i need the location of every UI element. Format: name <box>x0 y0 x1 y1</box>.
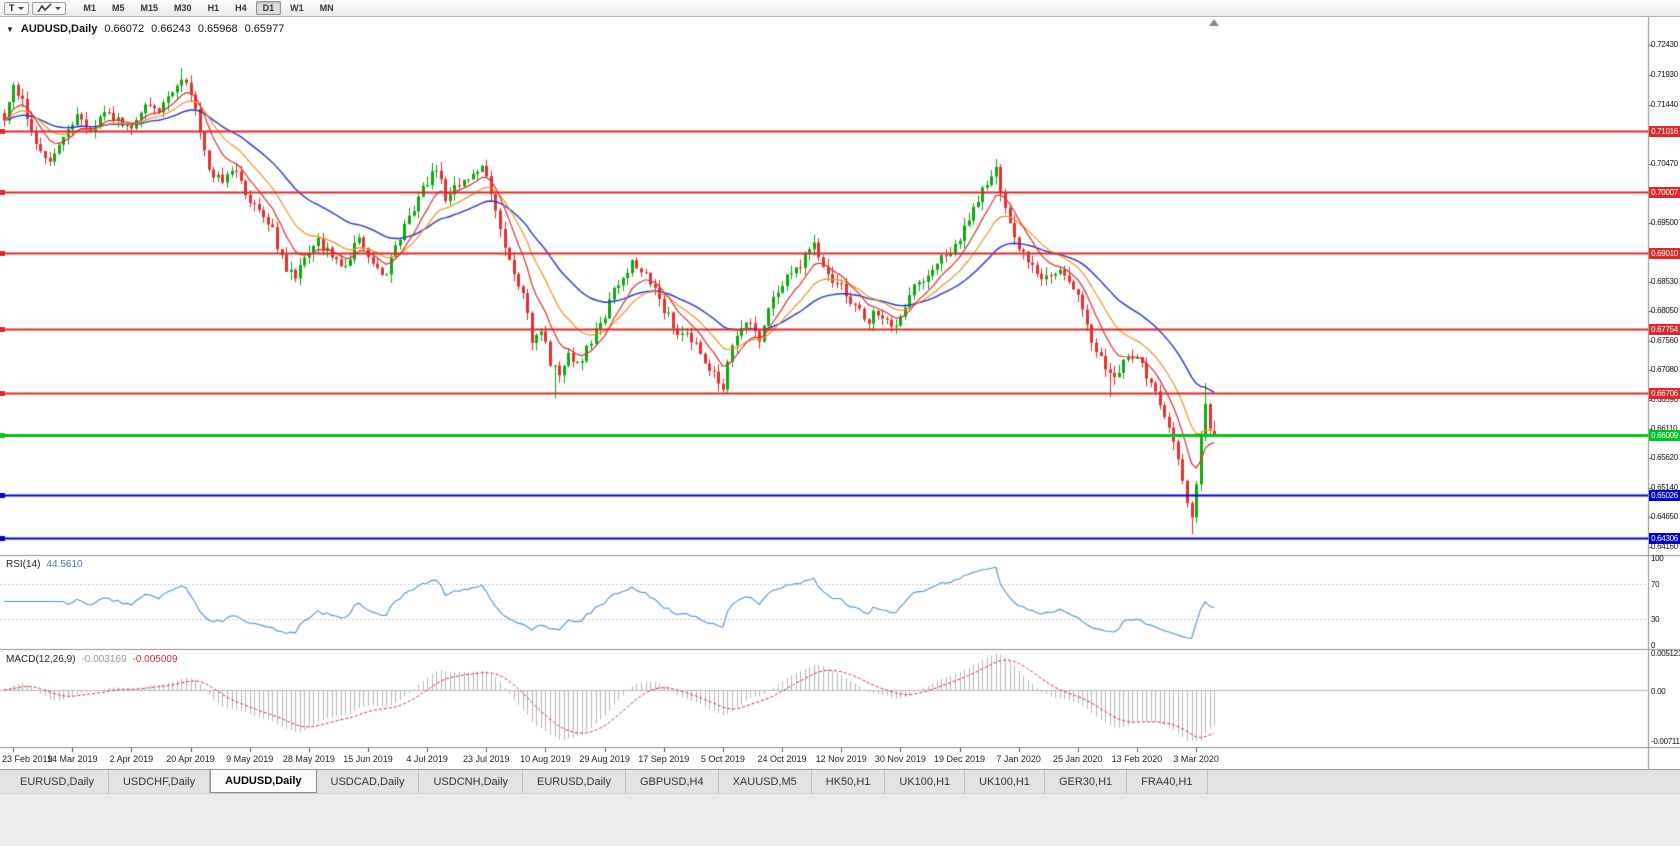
price-chart-canvas[interactable] <box>0 17 1680 769</box>
dropdown-arrow-icon <box>54 6 61 10</box>
status-bar <box>0 793 1680 846</box>
chart-tab-bar: EURUSD,Daily USDCHF,Daily AUDUSD,Daily USDC… <box>0 769 1680 793</box>
chart-tab-uk100-h1[interactable]: UK100,H1 <box>885 770 966 793</box>
timeframe-button-d1[interactable]: D1 <box>255 1 282 15</box>
chart-area: AUDUSD,Daily 0.66072 0.66243 0.65968 0.6… <box>0 17 1680 769</box>
chart-tab-usdcnh-daily[interactable]: USDCNH,Daily <box>419 770 524 793</box>
chart-tab-usdcad-daily[interactable]: USDCAD,Daily <box>317 770 420 793</box>
chart-tab-fra40-h1[interactable]: FRA40,H1 <box>1127 770 1208 793</box>
chart-tab-eurusd-daily[interactable]: EURUSD,Daily <box>6 770 109 793</box>
chart-type-button[interactable]: T <box>4 1 29 15</box>
chart-tab-gbpusd-h4[interactable]: GBPUSD,H4 <box>626 770 719 793</box>
timeframe-button-h1[interactable]: H1 <box>207 3 220 13</box>
timeframe-button-m30[interactable]: M30 <box>174 3 192 13</box>
chart-toolbar: T M1 M5 M15 M30 H1 H4 D1 W1 MN <box>0 0 1680 17</box>
timeframe-button-m15[interactable]: M15 <box>140 3 159 13</box>
chart-tab-audusd-daily[interactable]: AUDUSD,Daily <box>210 770 317 793</box>
chart-tab-uk100-h1[interactable]: UK100,H1 <box>965 770 1045 793</box>
timeframe-toolbar: M1 M5 M15 M30 H1 H4 D1 W1 MN <box>77 1 341 15</box>
dropdown-arrow-icon <box>17 6 24 10</box>
timeframe-button-m5[interactable]: M5 <box>112 3 125 13</box>
chart-tab-usdchf-daily[interactable]: USDCHF,Daily <box>109 770 211 793</box>
chart-tab-ger30-h1[interactable]: GER30,H1 <box>1045 770 1128 793</box>
timeframe-button-w1[interactable]: W1 <box>290 3 304 13</box>
chart-tab-eurusd-daily[interactable]: EURUSD,Daily <box>523 770 626 793</box>
zigzag-icon <box>36 2 52 12</box>
indicators-button[interactable] <box>31 1 66 15</box>
chart-tab-hk50-h1[interactable]: HK50,H1 <box>812 770 886 793</box>
timeframe-button-m1[interactable]: M1 <box>83 3 97 13</box>
timeframe-button-h4[interactable]: H4 <box>235 3 247 13</box>
chart-tab-xauusd-m5[interactable]: XAUUSD,M5 <box>719 770 812 793</box>
timeframe-button-mn[interactable]: MN <box>319 3 334 13</box>
chart-type-label: T <box>9 3 15 13</box>
